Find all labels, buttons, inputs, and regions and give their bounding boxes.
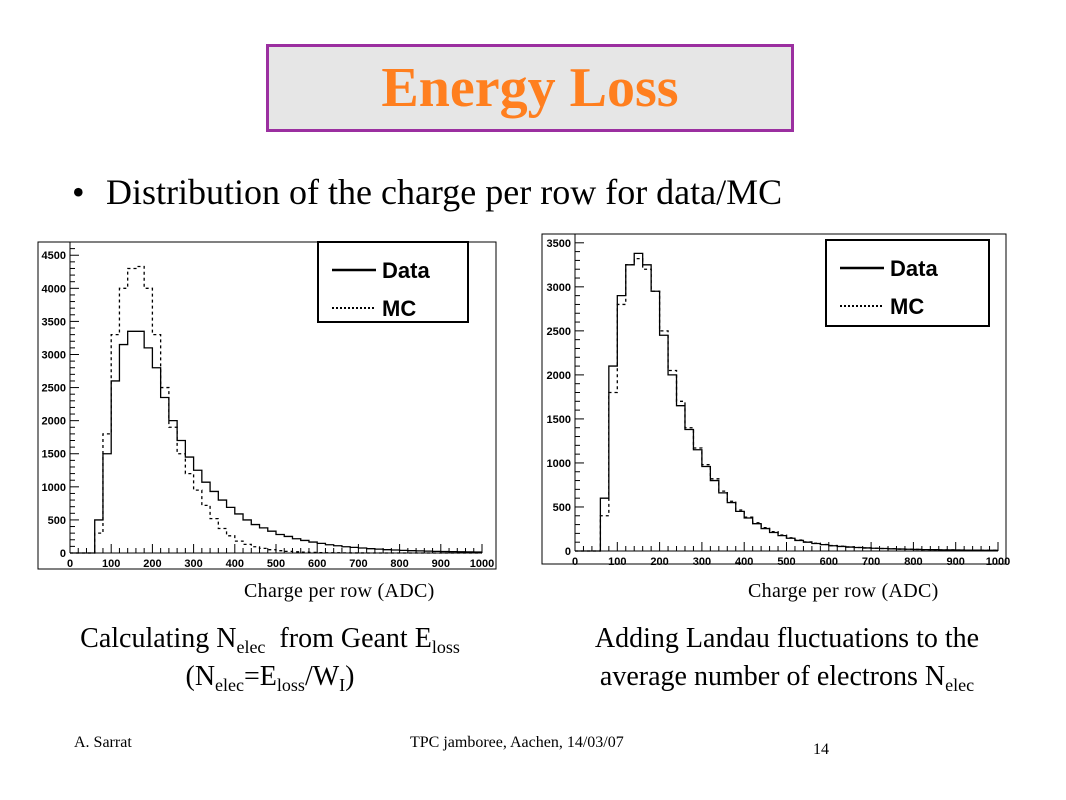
y-tick-label: 2500 [42,383,66,395]
x-tick-label: 800 [390,558,408,570]
title-box: Energy Loss [266,44,794,132]
bullet-point: • Distribution of the charge per row for … [72,170,782,214]
x-tick-label: 600 [308,558,326,570]
y-tick-label: 1500 [42,449,66,461]
x-tick-label: 200 [143,558,161,570]
y-tick-label: 2000 [42,416,66,428]
legend-label-mc: MC [890,294,924,319]
y-tick-label: 1500 [547,414,571,426]
x-tick-label: 100 [102,558,120,570]
x-tick-label: 500 [777,556,795,568]
legend-label-data: Data [382,258,430,283]
caption-right: Adding Landau fluctuations to the averag… [532,620,1042,696]
histogram-series-mc [70,265,482,554]
y-tick-label: 0 [565,546,571,558]
legend-box [317,241,469,323]
y-tick-label: 3500 [547,238,571,250]
x-tick-label: 1000 [986,556,1010,568]
caption-subscript: elec [215,675,245,695]
caption-subscript: elec [945,675,975,695]
caption-left-line2: (Nelec=Eloss/WI) [20,658,520,696]
caption-text: =E [244,661,277,692]
caption-text: Adding Landau fluctuations to the [594,623,980,654]
x-tick-label: 300 [184,558,202,570]
x-axis-title-right: Charge per row (ADC) [748,580,939,602]
x-axis-title-left: Charge per row (ADC) [244,580,435,602]
caption-text: /W [304,661,340,692]
legend-label-mc: MC [382,296,416,321]
y-tick-label: 3000 [547,282,571,294]
caption-left: Calculating Nelec from Geant Eloss (Nele… [20,620,520,696]
caption-text: Calculating N [80,623,237,654]
y-tick-label: 4000 [42,283,66,295]
x-tick-label: 700 [862,556,880,568]
y-tick-label: 3500 [42,316,66,328]
x-tick-label: 400 [226,558,244,570]
x-tick-label: 900 [432,558,450,570]
histogram-series-data [70,330,482,554]
caption-text: from Geant E [265,623,432,654]
bullet-text: Distribution of the charge per row for d… [106,172,783,212]
caption-subscript: elec [236,637,266,657]
x-tick-label: 700 [349,558,367,570]
caption-text: average number of electrons N [599,661,946,692]
y-tick-label: 1000 [42,482,66,494]
bullet-dot-icon: • [72,172,85,212]
y-tick-label: 0 [60,548,66,560]
x-tick-label: 400 [735,556,753,568]
legend-label-data: Data [890,256,938,281]
y-tick-label: 4500 [42,250,66,262]
y-tick-label: 500 [553,502,571,514]
footer-event: TPC jamboree, Aachen, 14/03/07 [410,734,624,751]
caption-left-line1: Calculating Nelec from Geant Eloss [20,620,520,658]
x-tick-label: 1000 [470,558,494,570]
y-tick-label: 3000 [42,349,66,361]
caption-right-line2: average number of electrons Nelec [532,658,1042,696]
caption-text: (N [185,661,216,692]
x-tick-label: 0 [572,556,578,568]
slide-title: Energy Loss [381,57,679,119]
x-tick-label: 300 [693,556,711,568]
page-number: 14 [813,741,829,758]
y-tick-label: 1000 [547,458,571,470]
footer-author: A. Sarrat [74,734,132,751]
x-tick-label: 0 [67,558,73,570]
x-tick-label: 100 [608,556,626,568]
legend-box [825,239,990,327]
x-tick-label: 900 [947,556,965,568]
caption-subscript: I [339,675,346,695]
caption-text: ) [345,661,355,692]
y-tick-label: 2000 [547,370,571,382]
y-tick-label: 2500 [547,326,571,338]
x-tick-label: 600 [820,556,838,568]
histogram-series-mc [575,258,998,552]
x-tick-label: 500 [267,558,285,570]
caption-subscript: loss [431,637,460,657]
caption-right-line1: Adding Landau fluctuations to the [532,620,1042,658]
caption-subscript: loss [276,675,305,695]
x-tick-label: 800 [904,556,922,568]
y-tick-label: 500 [48,515,66,527]
x-tick-label: 200 [650,556,668,568]
